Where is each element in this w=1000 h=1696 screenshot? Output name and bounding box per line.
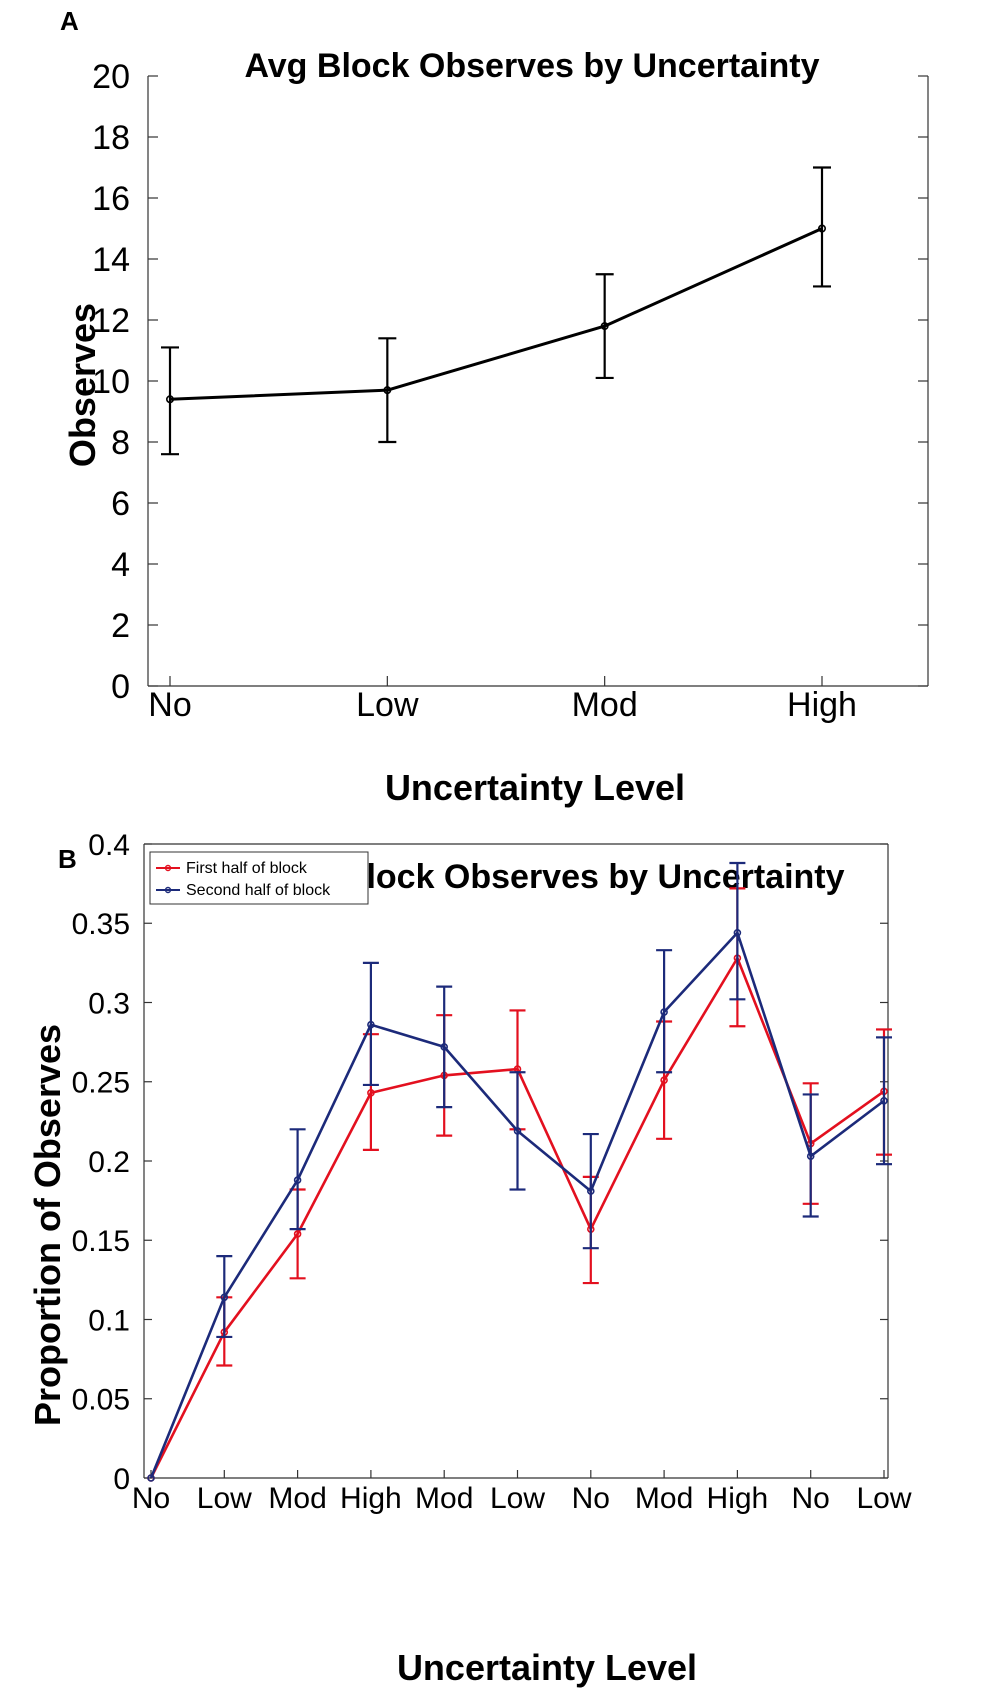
y-tick-label: 8: [111, 424, 130, 462]
data-point: [806, 1152, 815, 1161]
series-line: [149, 931, 885, 1479]
y-tick-label: 0.4: [88, 829, 130, 862]
y-tick-label: 0.2: [88, 1146, 130, 1179]
x-tick-label: High: [787, 686, 857, 724]
x-tick-label: Mod: [572, 686, 638, 724]
y-tick-label: 0.05: [72, 1384, 130, 1417]
chart-b-plot: 0 0.05 0.1 0.15 0.2 0.25 0.3 0.35 0.4 No Low Mod Hig…: [72, 829, 912, 1515]
chart-a-ylabel: Observes: [62, 303, 103, 467]
data-point: [166, 395, 175, 404]
y-tick-label: 18: [92, 119, 130, 157]
data-point: [733, 928, 742, 937]
data-point: [293, 1176, 302, 1184]
data-point: [293, 1230, 302, 1238]
chart-a-plot: 0 2 4 6 8 10 12 14 16 18 20 No Low Mod High: [92, 58, 929, 724]
data-point: [660, 1076, 668, 1084]
y-tick-label: 0.15: [72, 1225, 130, 1258]
y-tick-label: 0.35: [72, 908, 130, 941]
y-tick-label: 14: [92, 241, 130, 279]
x-tick-label: High: [340, 1482, 402, 1515]
legend-label: First half of block: [186, 860, 308, 877]
x-tick-label: No: [572, 1482, 610, 1515]
x-tick-label: Mod: [268, 1482, 326, 1515]
x-tick-label: No: [792, 1482, 830, 1515]
series-line: [149, 956, 885, 1479]
data-point: [367, 1089, 375, 1097]
legend-marker: [164, 864, 172, 872]
y-tick-label: 0.1: [88, 1304, 130, 1337]
legend-marker: [164, 886, 172, 894]
legend-box: [149, 851, 369, 905]
y-tick-label: 10: [92, 363, 130, 401]
data-point: [817, 224, 826, 233]
x-tick-label: High: [707, 1482, 769, 1515]
x-tick-label: No: [148, 686, 191, 724]
data-point: [660, 1008, 668, 1016]
chart-b-ylabel: Proportion of Observes: [27, 1024, 68, 1426]
x-tick-label: Mod: [635, 1482, 693, 1515]
x-tick-label: Low: [856, 1482, 911, 1515]
y-tick-label: 12: [92, 302, 130, 340]
panel-a-letter: A: [60, 6, 79, 36]
data-point: [220, 1293, 229, 1302]
y-tick-label: 0.3: [88, 987, 130, 1020]
chart-a-xlabel: Uncertainty Level: [385, 767, 685, 808]
y-tick-label: 2: [111, 607, 130, 645]
data-point: [367, 1020, 375, 1029]
y-tick-label: 6: [111, 485, 130, 523]
data-point: [880, 1096, 888, 1105]
x-tick-label: Low: [490, 1482, 545, 1515]
chart-b-xlabel: Uncertainty Level: [397, 1647, 697, 1688]
data-point: [383, 386, 392, 395]
y-tick-label: 20: [92, 58, 130, 96]
legend-label: Second half of block: [186, 882, 331, 899]
data-point: [600, 322, 609, 331]
y-tick-label: 0: [111, 668, 130, 706]
y-tick-label: 0.25: [72, 1067, 130, 1100]
data-point: [147, 1474, 155, 1482]
x-tick-label: Mod: [415, 1482, 473, 1515]
y-tick-label: 16: [92, 180, 130, 218]
data-point: [513, 1127, 522, 1135]
data-point: [440, 1043, 449, 1051]
panel-b-letter: B: [58, 844, 77, 874]
y-tick-label: 4: [111, 546, 130, 584]
chart-a-title: Avg Block Observes by Uncertainty: [244, 47, 819, 85]
x-tick-label: Low: [356, 686, 419, 724]
data-point: [586, 1187, 595, 1195]
y-tick-label: 0: [113, 1463, 130, 1496]
series-line: [169, 227, 823, 401]
x-tick-label: Low: [197, 1482, 252, 1515]
x-tick-label: No: [132, 1482, 170, 1515]
